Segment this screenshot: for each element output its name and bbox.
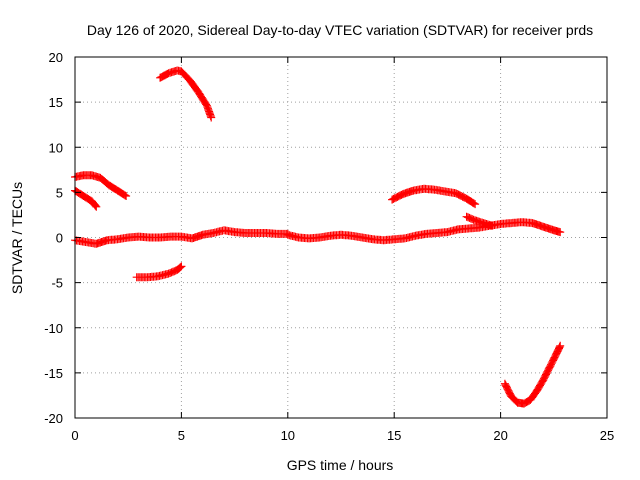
y-axis-title: SDTVAR / TECUs	[9, 182, 25, 294]
data-point-markers	[156, 66, 216, 122]
series-segment-arc-f	[462, 212, 497, 230]
axis-ticks: 0 5 10 15 20 25 -20 -15 -10 -5 0 5 10 15 20	[44, 50, 614, 443]
data-point-markers	[283, 225, 462, 245]
x-tick-label: 15	[387, 428, 401, 443]
x-axis-title: GPS time / hours	[287, 457, 394, 473]
x-tick-label: 5	[178, 428, 185, 443]
chart-title: Day 126 of 2020, Sidereal Day-to-day VTE…	[87, 22, 593, 38]
x-tick-label: 25	[600, 428, 614, 443]
series-segment-arc-c	[156, 66, 216, 122]
series-segment-arc-d	[132, 262, 186, 282]
y-tick-label: -10	[44, 321, 63, 336]
x-tick-label: 10	[281, 428, 295, 443]
series-segment-arc-g	[500, 341, 565, 408]
y-tick-label: -20	[44, 411, 63, 426]
data-series	[71, 66, 565, 408]
data-point-markers	[132, 262, 186, 282]
series-segment-baseline-b	[283, 225, 462, 245]
y-tick-label: 15	[49, 95, 63, 110]
data-point-markers	[388, 184, 480, 209]
y-tick-label: 0	[56, 231, 63, 246]
x-tick-label: 20	[493, 428, 507, 443]
x-tick-label: 0	[71, 428, 78, 443]
y-tick-label: 20	[49, 50, 63, 65]
data-point-markers	[500, 341, 565, 408]
y-tick-label: -15	[44, 366, 63, 381]
series-segment-arc-e	[388, 184, 480, 209]
y-tick-label: 10	[49, 140, 63, 155]
data-point-markers	[462, 212, 497, 230]
y-tick-label: 5	[56, 185, 63, 200]
y-tick-label: -5	[51, 276, 63, 291]
